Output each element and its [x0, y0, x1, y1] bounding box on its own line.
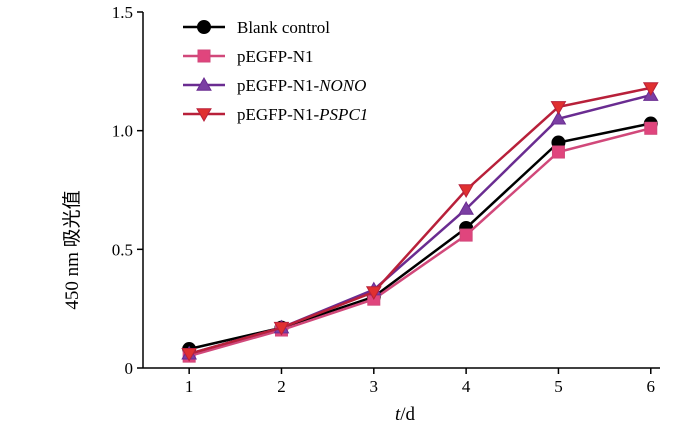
- x-tick-label: 6: [647, 377, 656, 396]
- legend-label-main: Blank control: [237, 18, 330, 37]
- legend: Blank controlpEGFP-N1pEGFP-N1-NONOpEGFP-…: [183, 18, 368, 124]
- legend-entry: pEGFP-N1-PSPC1: [183, 105, 368, 124]
- legend-entry: pEGFP-N1-NONO: [183, 76, 366, 95]
- legend-marker: [197, 20, 211, 34]
- legend-marker: [196, 108, 212, 123]
- data-point: [550, 101, 567, 115]
- axes: 0 0.5 1.0 1.5 1 2 3 4 5 6: [112, 3, 660, 396]
- series-line: [188, 122, 652, 351]
- legend-label-gene: PSPC1: [318, 105, 368, 124]
- legend-label-gene: NONO: [318, 76, 366, 95]
- y-axis-title: 450 nm 吸光值: [61, 190, 83, 309]
- x-axis-title: t/d: [395, 404, 416, 425]
- x-tick-label: 2: [277, 377, 286, 396]
- data-point: [365, 286, 382, 301]
- series-1: [182, 116, 658, 357]
- x-tick-label: 1: [185, 377, 194, 396]
- series-2: [182, 121, 658, 363]
- data-point: [642, 82, 659, 96]
- x-tick-label: 4: [462, 377, 471, 396]
- series-line: [188, 93, 652, 356]
- y-tick-label: 0: [125, 359, 134, 378]
- x-tick-label: 3: [370, 377, 379, 396]
- data-point: [550, 110, 567, 125]
- data-point: [459, 228, 473, 242]
- data-point: [458, 184, 474, 199]
- data-point: [551, 145, 565, 159]
- legend-label-main: pEGFP-N1: [237, 47, 314, 66]
- legend-label: pEGFP-N1: [237, 47, 314, 66]
- legend-label: Blank control: [237, 18, 330, 37]
- y-tick-label: 1.0: [112, 122, 133, 141]
- legend-label-main: pEGFP-N1-: [237, 76, 320, 95]
- series-layer: [181, 82, 659, 363]
- series-4: [181, 82, 659, 362]
- series-line: [188, 127, 652, 358]
- data-point: [644, 121, 658, 135]
- x-axis-unit: /d: [400, 404, 415, 425]
- data-point: [273, 321, 290, 336]
- legend-label-main: pEGFP-N1-: [237, 105, 320, 124]
- data-point: [458, 200, 474, 215]
- y-tick-label: 0.5: [112, 240, 133, 259]
- legend-label: pEGFP-N1-PSPC1: [237, 105, 368, 124]
- data-point: [181, 348, 198, 362]
- y-tick-label: 1.5: [112, 3, 133, 22]
- series-3: [181, 87, 659, 360]
- legend-label: pEGFP-N1-NONO: [237, 76, 366, 95]
- series-line: [188, 86, 652, 356]
- x-axis-variable: t: [395, 404, 401, 425]
- legend-marker: [197, 49, 211, 63]
- legend-entry: Blank control: [183, 18, 330, 37]
- legend-entry: pEGFP-N1: [183, 47, 314, 66]
- x-tick-label: 5: [554, 377, 563, 396]
- legend-marker: [196, 76, 212, 91]
